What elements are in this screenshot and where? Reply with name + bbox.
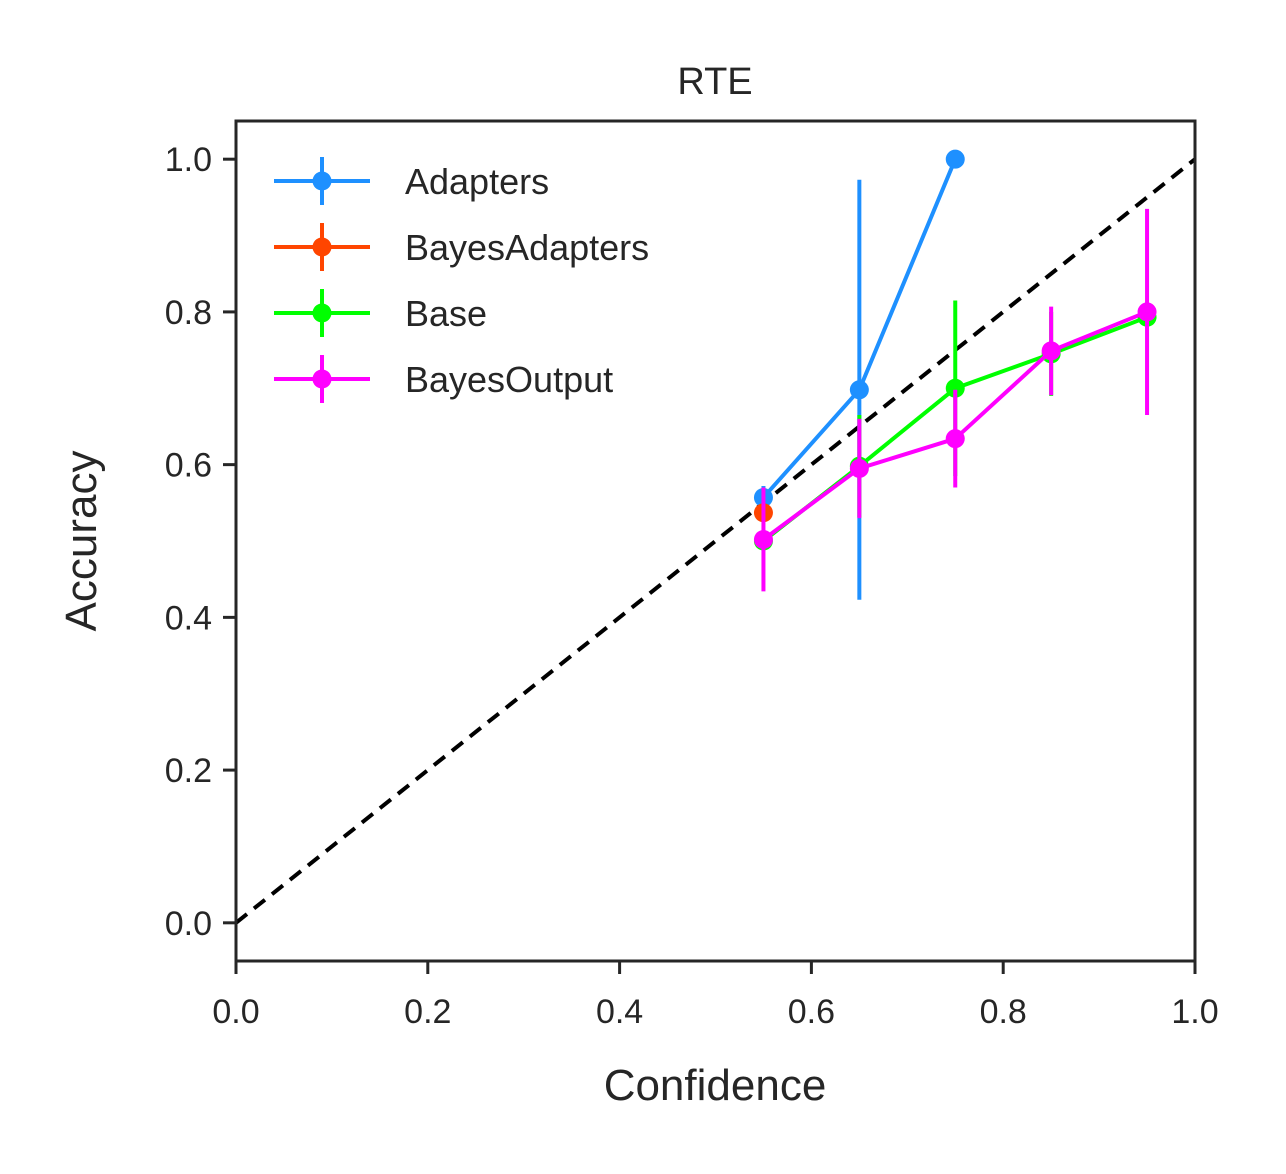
legend-marker xyxy=(312,303,332,323)
legend-marker xyxy=(312,237,332,257)
y-tick-label: 0.4 xyxy=(165,599,212,637)
legend-entry-adapters: Adapters xyxy=(274,157,549,205)
y-tick-label: 0.6 xyxy=(165,447,212,485)
y-tick-label: 0.2 xyxy=(165,752,212,790)
legend-label: Adapters xyxy=(405,161,549,202)
y-tick-label: 0.0 xyxy=(165,905,212,943)
legend-entry-bayesoutput: BayesOutput xyxy=(274,355,613,403)
legend-marker xyxy=(312,369,332,389)
x-tick-label: 0.6 xyxy=(788,993,835,1031)
y-axis-title: Accuracy xyxy=(57,451,106,632)
legend: Adapters BayesAdapters Base BayesOutput xyxy=(274,157,649,403)
legend-label: Base xyxy=(405,293,487,334)
x-tick-label: 0.4 xyxy=(596,993,643,1031)
legend-marker xyxy=(312,171,332,191)
x-tick-label: 0.8 xyxy=(980,993,1027,1031)
legend-label: BayesOutput xyxy=(405,359,613,400)
legend-label: BayesAdapters xyxy=(405,227,649,268)
axes-frame xyxy=(234,119,1197,963)
data-point xyxy=(945,378,965,398)
series-bayesoutput xyxy=(753,208,1157,592)
data-point xyxy=(849,380,869,400)
chart-title: RTE xyxy=(677,61,752,103)
x-axis-title: Confidence xyxy=(604,1061,827,1110)
data-point xyxy=(945,429,965,449)
y-tick-label: 1.0 xyxy=(165,141,212,179)
data-point xyxy=(753,529,773,549)
series-adapters xyxy=(753,149,965,600)
y-tick-label: 0.8 xyxy=(165,294,212,332)
plot-area: 0.0 0.2 0.4 0.6 0.8 1.0 0.0 0.2 0.4 0.6 0.8 1.0 xyxy=(165,119,1219,1031)
x-tick-label: 0.2 xyxy=(404,993,451,1031)
data-point xyxy=(1041,341,1061,361)
data-point xyxy=(945,149,965,169)
x-tick-label: 1.0 xyxy=(1171,993,1218,1031)
x-tick-label: 0.0 xyxy=(212,993,259,1031)
legend-entry-base: Base xyxy=(274,289,487,337)
reference-diagonal-line xyxy=(234,157,1197,925)
data-point xyxy=(849,458,869,478)
legend-entry-bayesadapters: BayesAdapters xyxy=(274,223,649,271)
data-point xyxy=(1137,302,1157,322)
